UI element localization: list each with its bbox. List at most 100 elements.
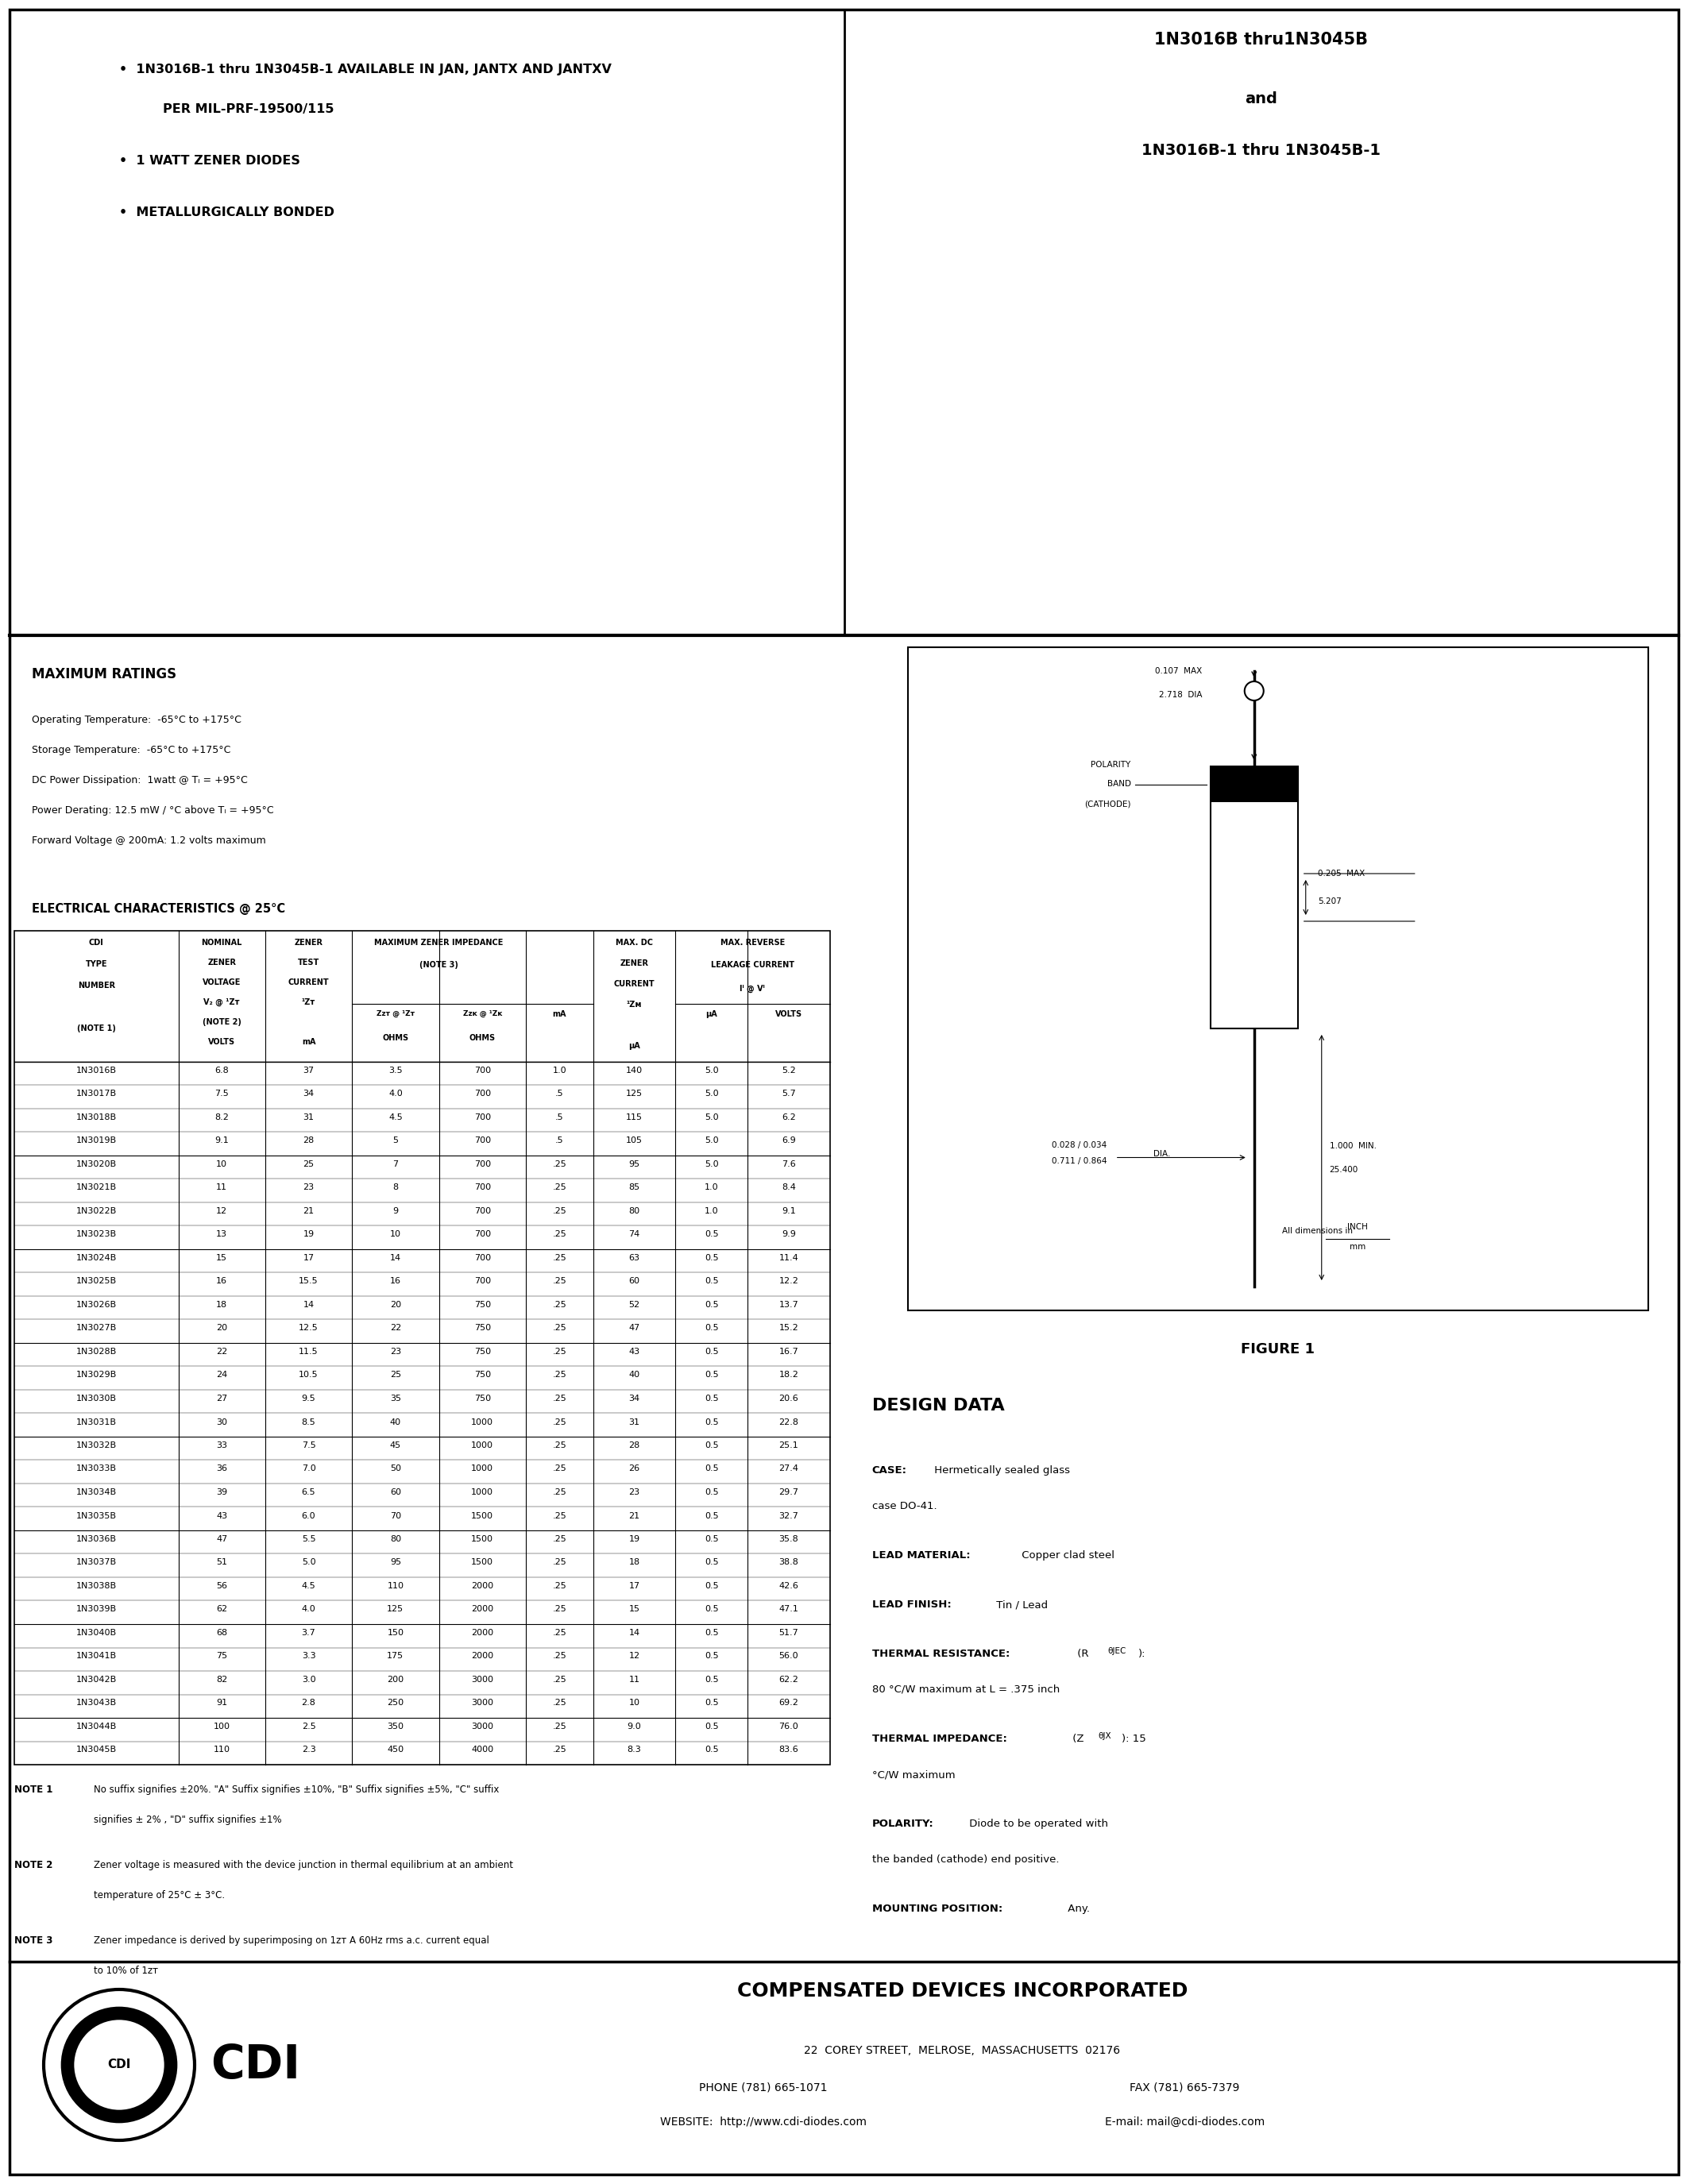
Text: NOTE 2: NOTE 2: [14, 1861, 52, 1870]
Text: 11: 11: [216, 1184, 228, 1192]
Text: .5: .5: [555, 1138, 564, 1144]
Text: 0.5: 0.5: [704, 1254, 719, 1262]
Circle shape: [68, 2014, 170, 2116]
Text: 4000: 4000: [471, 1745, 493, 1754]
Text: .25: .25: [552, 1511, 567, 1520]
Text: mA: mA: [552, 1011, 567, 1018]
Text: 7.5: 7.5: [214, 1090, 230, 1099]
Text: 6.8: 6.8: [214, 1066, 230, 1075]
Text: 7.0: 7.0: [302, 1465, 316, 1472]
Text: the banded (cathode) end positive.: the banded (cathode) end positive.: [871, 1854, 1058, 1865]
Text: 2000: 2000: [471, 1629, 493, 1636]
Text: 34: 34: [304, 1090, 314, 1099]
Text: 21: 21: [304, 1208, 314, 1214]
Text: μA: μA: [706, 1011, 717, 1018]
Text: 35.8: 35.8: [778, 1535, 798, 1544]
Text: 0.028 / 0.034: 0.028 / 0.034: [1052, 1142, 1107, 1149]
Text: 7: 7: [393, 1160, 398, 1168]
Text: 1N3023B: 1N3023B: [76, 1230, 116, 1238]
Text: CDI: CDI: [89, 939, 103, 946]
Text: μA: μA: [628, 1042, 640, 1051]
Text: 10: 10: [628, 1699, 640, 1708]
Text: 31: 31: [304, 1114, 314, 1120]
Text: 8.4: 8.4: [782, 1184, 795, 1192]
Text: E-mail: mail@cdi-diodes.com: E-mail: mail@cdi-diodes.com: [1104, 2116, 1264, 2127]
Text: (NOTE 2): (NOTE 2): [203, 1018, 241, 1026]
Text: 0.205  MAX: 0.205 MAX: [1318, 869, 1364, 878]
Text: 20: 20: [216, 1324, 228, 1332]
Bar: [1210, 767, 1298, 1029]
Text: NOMINAL: NOMINAL: [201, 939, 241, 946]
Text: 10: 10: [216, 1160, 228, 1168]
Text: 700: 700: [474, 1066, 491, 1075]
Text: Copper clad steel: Copper clad steel: [1020, 1551, 1114, 1562]
Text: 43: 43: [216, 1511, 228, 1520]
Text: .25: .25: [552, 1254, 567, 1262]
Text: 0.5: 0.5: [704, 1653, 719, 1660]
Text: 62: 62: [216, 1605, 228, 1614]
Text: 95: 95: [390, 1559, 402, 1566]
Text: 5.2: 5.2: [782, 1066, 795, 1075]
Text: 700: 700: [474, 1114, 491, 1120]
Text: MAXIMUM RATINGS: MAXIMUM RATINGS: [32, 666, 177, 681]
Text: (NOTE 3): (NOTE 3): [420, 961, 459, 970]
Text: Power Derating: 12.5 mW / °C above Tₗ = +95°C: Power Derating: 12.5 mW / °C above Tₗ = …: [32, 806, 273, 815]
Text: .25: .25: [552, 1348, 567, 1356]
Text: 47: 47: [216, 1535, 228, 1544]
Text: 0.5: 0.5: [704, 1302, 719, 1308]
Text: .25: .25: [552, 1278, 567, 1286]
Text: 11.4: 11.4: [778, 1254, 798, 1262]
Text: 30: 30: [216, 1417, 228, 1426]
Text: .25: .25: [552, 1302, 567, 1308]
Text: 110: 110: [387, 1581, 403, 1590]
Text: 9: 9: [393, 1208, 398, 1214]
Text: 5.0: 5.0: [704, 1090, 719, 1099]
Text: .25: .25: [552, 1581, 567, 1590]
Text: 250: 250: [387, 1699, 403, 1708]
Text: 19: 19: [304, 1230, 314, 1238]
Text: 39: 39: [216, 1487, 228, 1496]
Text: MAX. DC: MAX. DC: [616, 939, 653, 946]
Text: TEST: TEST: [297, 959, 319, 968]
Text: 15.5: 15.5: [299, 1278, 319, 1286]
Text: 13: 13: [216, 1230, 228, 1238]
Text: 2000: 2000: [471, 1581, 493, 1590]
Text: .25: .25: [552, 1324, 567, 1332]
Text: 26: 26: [628, 1465, 640, 1472]
Text: NUMBER: NUMBER: [78, 981, 115, 989]
Text: 9.0: 9.0: [628, 1723, 641, 1730]
Text: 200: 200: [387, 1675, 403, 1684]
Text: 115: 115: [626, 1114, 643, 1120]
Text: 51.7: 51.7: [778, 1629, 798, 1636]
Text: .25: .25: [552, 1208, 567, 1214]
Text: 37: 37: [304, 1066, 314, 1075]
Text: 700: 700: [474, 1138, 491, 1144]
Text: ZENER: ZENER: [294, 939, 322, 946]
Text: 10.5: 10.5: [299, 1372, 319, 1378]
Text: 1N3041B: 1N3041B: [76, 1653, 116, 1660]
Text: 15: 15: [628, 1605, 640, 1614]
Text: 700: 700: [474, 1230, 491, 1238]
Text: 68: 68: [216, 1629, 228, 1636]
Text: 11: 11: [628, 1675, 640, 1684]
Text: COMPENSATED DEVICES INCORPORATED: COMPENSATED DEVICES INCORPORATED: [736, 1981, 1188, 2001]
Text: 6.0: 6.0: [302, 1511, 316, 1520]
Text: 82: 82: [216, 1675, 228, 1684]
Text: 1500: 1500: [471, 1559, 493, 1566]
Text: ZENER: ZENER: [619, 959, 648, 968]
Text: 140: 140: [626, 1066, 643, 1075]
Text: 83.6: 83.6: [778, 1745, 798, 1754]
Text: 5.0: 5.0: [704, 1138, 719, 1144]
Text: 750: 750: [474, 1348, 491, 1356]
Text: 20: 20: [390, 1302, 402, 1308]
Text: 80: 80: [628, 1208, 640, 1214]
Text: 1N3044B: 1N3044B: [76, 1723, 116, 1730]
Text: 36: 36: [216, 1465, 228, 1472]
Text: VOLTS: VOLTS: [208, 1037, 235, 1046]
Text: 0.5: 0.5: [704, 1511, 719, 1520]
Text: 8: 8: [393, 1184, 398, 1192]
Text: 6.2: 6.2: [782, 1114, 795, 1120]
Text: .25: .25: [552, 1605, 567, 1614]
Text: 105: 105: [626, 1138, 643, 1144]
Text: 76.0: 76.0: [778, 1723, 798, 1730]
